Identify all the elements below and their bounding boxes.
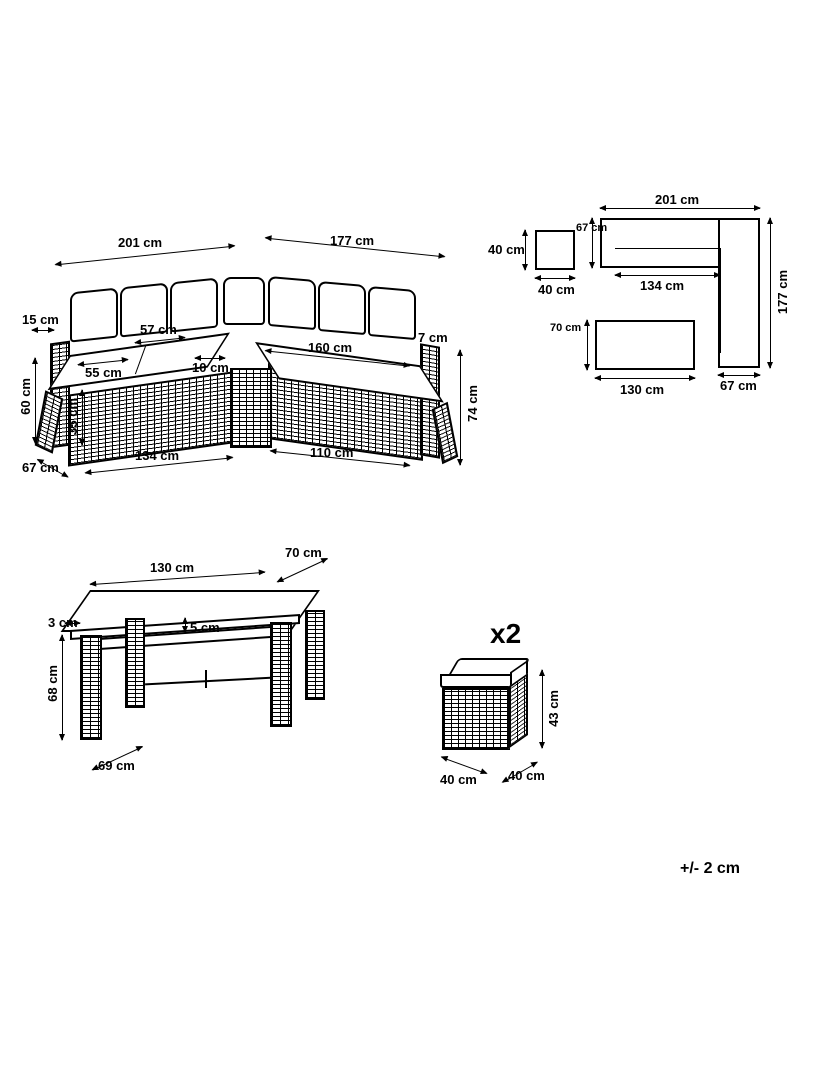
dim-depth: 67 cm — [22, 460, 59, 475]
dim-height-right: 74 cm — [465, 385, 480, 422]
furniture-dimension-diagram: 201 cm 177 cm 15 cm 55 cm 57 cm 10 cm 16… — [40, 140, 790, 940]
tv-sofa-inner: 134 cm — [640, 278, 684, 293]
dim-table-legd: 69 cm — [98, 758, 135, 773]
dim-height-left: 60 cm — [18, 378, 33, 415]
tv-sofa-right: 177 cm — [775, 270, 790, 314]
dim-table-length: 130 cm — [150, 560, 194, 575]
dim-table-height: 68 cm — [45, 665, 60, 702]
dim-base-right: 110 cm — [310, 445, 353, 460]
dim-armrest-r: 7 cm — [418, 330, 448, 345]
tv-sofa-w: 201 cm — [655, 192, 699, 207]
dim-seat2: 57 cm — [140, 322, 177, 337]
tolerance-note: +/- 2 cm — [680, 860, 740, 878]
dim-gap: 10 cm — [192, 360, 229, 375]
topview-group: 40 cm 40 cm 201 cm 67 cm 134 cm 177 cm 6… — [530, 200, 790, 430]
dim-armrest: 15 cm — [22, 312, 59, 327]
tv-sofa-d: 67 cm — [576, 222, 607, 234]
dim-seat-height: 35 cm — [65, 398, 80, 435]
dim-base-left: 134 cm — [135, 448, 179, 463]
dim-sofa-width-right: 177 cm — [330, 233, 374, 248]
dim-seat3: 160 cm — [308, 340, 352, 355]
dim-stool-d: 40 cm — [508, 768, 545, 783]
dim-table-apron: 5 cm — [190, 620, 220, 635]
dim-sofa-width-left: 201 cm — [118, 235, 162, 250]
tv-table-w: 130 cm — [620, 382, 664, 397]
tv-table-d: 70 cm — [550, 322, 581, 334]
tv-stool-w: 40 cm — [538, 282, 575, 297]
dim-stool-h: 43 cm — [546, 690, 561, 727]
stool-quantity: x2 — [490, 618, 521, 650]
dim-table-width: 70 cm — [285, 545, 322, 560]
tv-sofa-rd: 67 cm — [720, 378, 757, 393]
dim-stool-w: 40 cm — [440, 772, 477, 787]
dim-seat1: 55 cm — [85, 365, 122, 380]
tv-stool-h: 40 cm — [488, 242, 525, 257]
table-perspective — [70, 570, 370, 770]
